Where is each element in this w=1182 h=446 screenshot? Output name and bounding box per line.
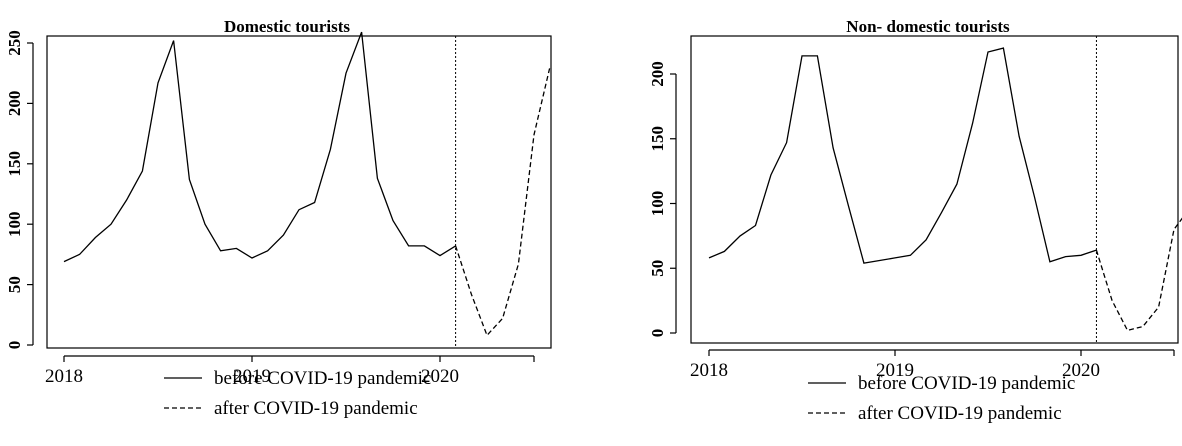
y-tick-label: 100 [5,211,24,237]
plot-marks [708,36,1182,343]
y-tick-label: 200 [648,61,667,87]
x-tick-label: 2020 [421,366,459,387]
x-tick-label: 2018 [45,366,83,387]
series-line-before [708,47,1097,264]
x-axis: 2018 2019 2020 [45,355,535,387]
x-tick-label: 2020 [1062,360,1100,381]
y-axis: 0 50 100 150 200 [648,61,677,338]
plot-frame [690,35,1179,344]
chart-panel-non-domestic: Non- domestic tourists 0 50 100 150 200 2018… [648,17,1182,424]
y-tick-label: 50 [5,276,24,293]
legend-label-after: after COVID-19 pandemic [858,403,1062,424]
legend-label-before: before COVID-19 pandemic [214,368,431,389]
legend-label-after: after COVID-19 pandemic [214,398,418,419]
chart-title: Domestic tourists [224,17,350,36]
legend: before COVID-19 pandemic after COVID-19 … [808,373,1075,424]
plot-marks [63,31,551,348]
x-tick-label: 2018 [690,360,728,381]
legend: before COVID-19 pandemic after COVID-19 … [164,368,431,419]
y-tick-label: 50 [648,260,667,277]
series-line-before [63,31,456,263]
x-tick-label: 2019 [876,360,914,381]
plot-frame [46,35,552,349]
x-tick-label: 2019 [233,366,271,387]
y-tick-label: 150 [5,151,24,177]
chart-title: Non- domestic tourists [846,17,1010,36]
y-tick-label: 200 [5,91,24,117]
series-line-after [454,68,551,337]
y-tick-label: 0 [648,329,667,338]
y-tick-label: 250 [5,30,24,56]
y-axis: 0 50 100 150 200 250 [5,30,34,350]
y-tick-label: 0 [5,341,24,350]
y-tick-label: 100 [648,191,667,217]
y-tick-label: 150 [648,126,667,152]
series-line-after [1095,217,1182,332]
x-axis: 2018 2019 2020 [690,349,1175,381]
legend-label-before: before COVID-19 pandemic [858,373,1075,394]
